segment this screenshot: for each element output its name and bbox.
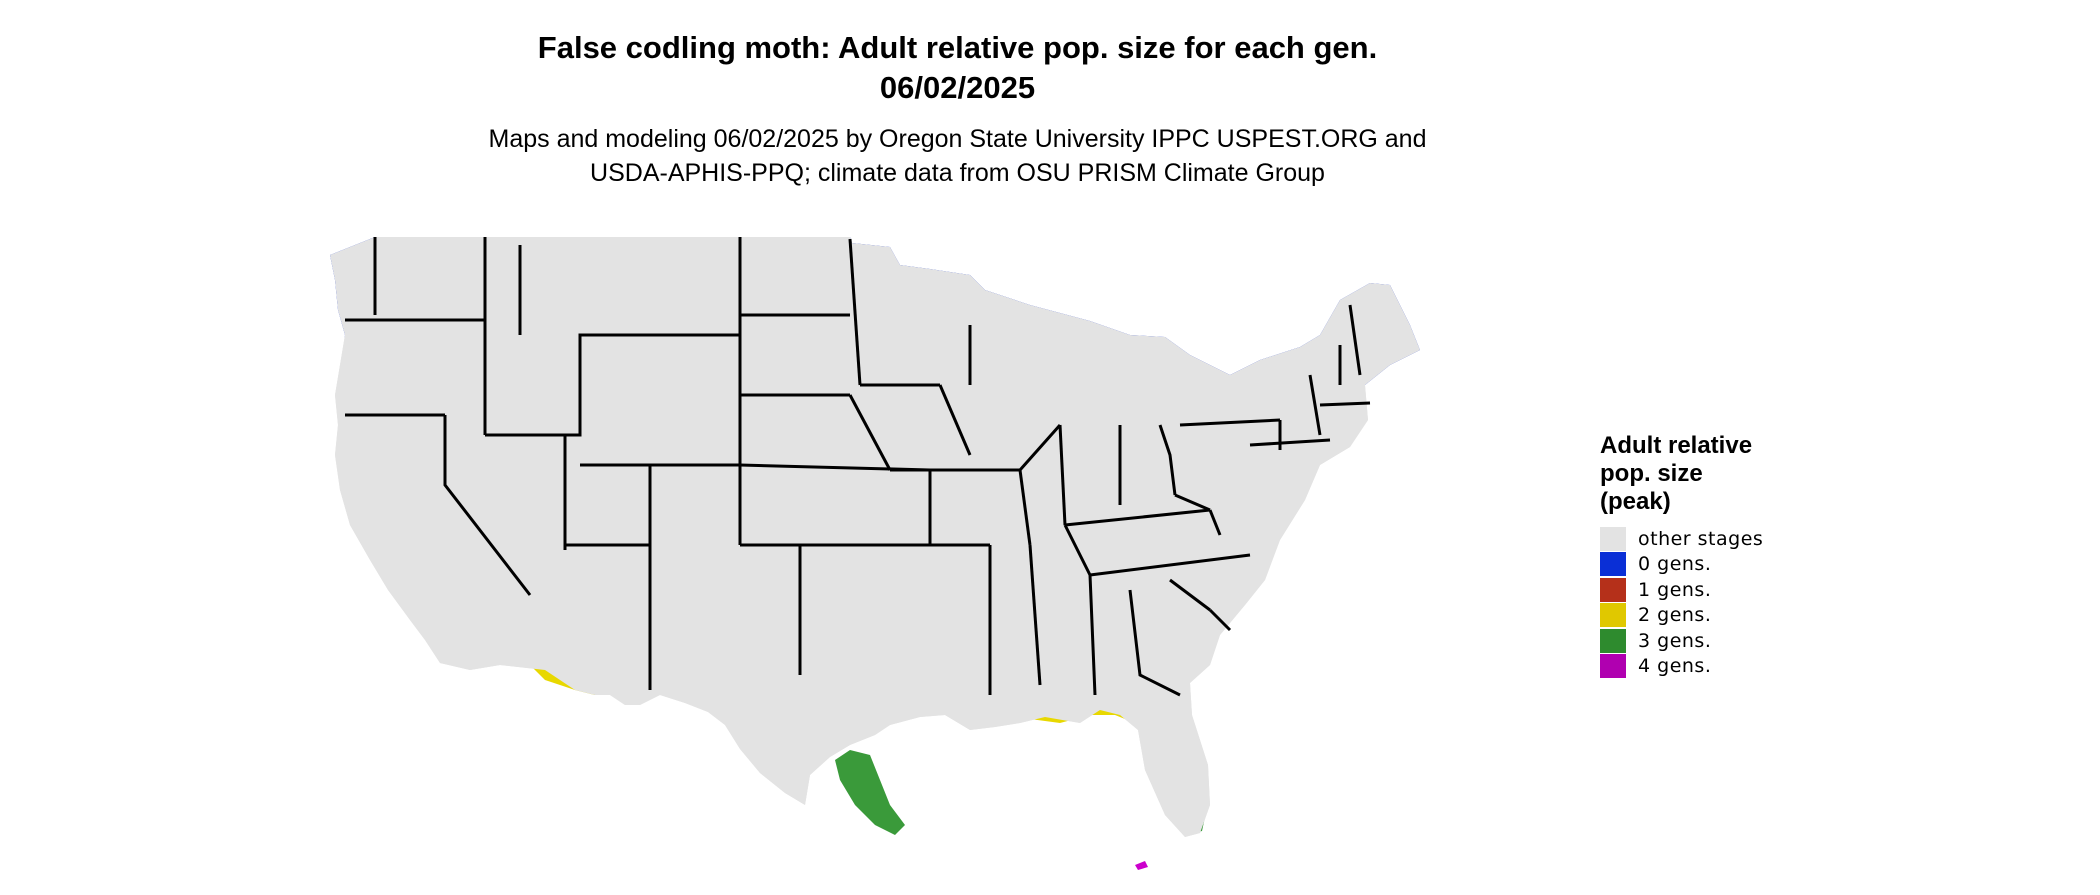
gen4-keys: [1135, 861, 1148, 870]
legend-swatch: [1600, 628, 1626, 653]
map-legend: Adult relative pop. size (peak) other st…: [1600, 432, 1800, 679]
legend-swatch: [1600, 654, 1626, 679]
legend-items: other stages 0 gens. 1 gens. 2 gens. 3 g…: [1600, 526, 1800, 679]
legend-title-line-3: (peak): [1600, 488, 1671, 515]
legend-item-3-gens: 3 gens.: [1600, 628, 1800, 654]
legend-item-other-stages: other stages: [1600, 526, 1800, 552]
legend-item-2-gens: 2 gens.: [1600, 603, 1800, 629]
legend-title-line-2: pop. size: [1600, 460, 1703, 487]
gen3-south-texas: [835, 750, 905, 835]
legend-item-1-gens: 1 gens.: [1600, 577, 1800, 603]
us-border: [330, 235, 1422, 839]
legend-title-line-1: Adult relative: [1600, 432, 1753, 459]
subtitle-line-1: Maps and modeling 06/02/2025 by Oregon S…: [488, 125, 1427, 153]
title-line-1: False codling moth: Adult relative pop. …: [537, 30, 1378, 65]
legend-label: 0 gens.: [1638, 553, 1712, 576]
legend-label: 4 gens.: [1638, 655, 1712, 678]
subtitle-line-2: USDA-APHIS-PPQ; climate data from OSU PR…: [590, 159, 1325, 187]
legend-label: 2 gens.: [1638, 604, 1712, 627]
legend-swatch: [1600, 603, 1626, 628]
legend-item-4-gens: 4 gens.: [1600, 654, 1800, 680]
legend-item-0-gens: 0 gens.: [1600, 552, 1800, 578]
us-map: [330, 235, 1422, 870]
legend-title: Adult relative pop. size (peak): [1600, 432, 1800, 516]
legend-label: 1 gens.: [1638, 578, 1712, 601]
legend-swatch: [1600, 526, 1626, 551]
legend-label: 3 gens.: [1638, 629, 1712, 652]
title-line-2: 06/02/2025: [879, 70, 1036, 105]
map-title: False codling moth: Adult relative pop. …: [0, 28, 1915, 108]
legend-label: other stages: [1638, 527, 1764, 550]
legend-swatch: [1600, 552, 1626, 577]
state-borders: [345, 237, 1371, 697]
map-subtitle: Maps and modeling 06/02/2025 by Oregon S…: [0, 122, 1915, 190]
legend-swatch: [1600, 577, 1626, 602]
